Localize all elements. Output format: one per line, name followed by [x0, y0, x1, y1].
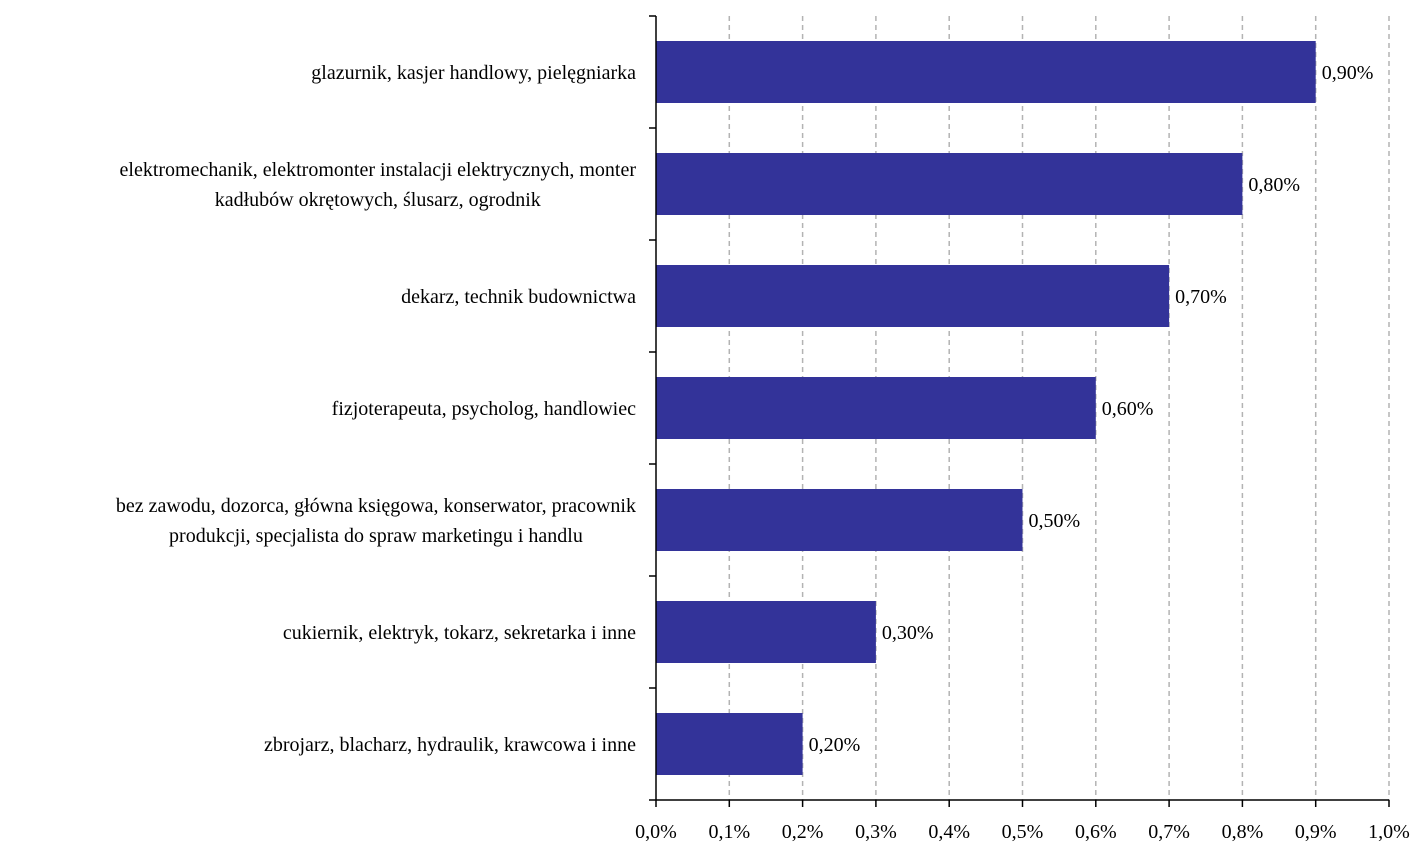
- data-label-2: 0,70%: [1175, 286, 1227, 308]
- category-label-2-line-0: dekarz, technik budownictwa: [401, 286, 636, 308]
- x-tick-label-1: 0,1%: [708, 821, 750, 843]
- category-label-4-line-1: produkcji, specjalista do spraw marketin…: [169, 525, 583, 547]
- x-tick-label-3: 0,3%: [855, 821, 897, 843]
- category-label-3: fizjoterapeuta, psycholog, handlowiec: [332, 398, 636, 420]
- category-label-6-line-0: zbrojarz, blacharz, hydraulik, krawcowa …: [264, 734, 636, 756]
- category-label-4: bez zawodu, dozorca, główna księgowa, ko…: [116, 495, 636, 547]
- category-label-0-line-0: glazurnik, kasjer handlowy, pielęgniarka: [311, 62, 636, 84]
- category-label-1-line-0: elektromechanik, elektromonter instalacj…: [120, 159, 637, 181]
- bar-2: [656, 265, 1170, 327]
- category-label-1-line-1: kadłubów okrętowych, ślusarz, ogrodnik: [215, 189, 541, 211]
- x-tick-label-2: 0,2%: [782, 821, 824, 843]
- x-tick-label-8: 0,8%: [1222, 821, 1264, 843]
- bar-5: [656, 601, 876, 663]
- data-label-4: 0,50%: [1029, 510, 1081, 532]
- x-tick-label-5: 0,5%: [1002, 821, 1044, 843]
- x-tick-label-0: 0,0%: [635, 821, 677, 843]
- category-label-5-line-0: cukiernik, elektryk, tokarz, sekretarka …: [283, 622, 636, 644]
- axes: [649, 15, 1390, 807]
- x-tick-label-9: 0,9%: [1295, 821, 1337, 843]
- labels: 0,90% glazurnik, kasjer handlowy, pielęgn…: [116, 62, 1410, 843]
- x-tick-label-7: 0,7%: [1148, 821, 1190, 843]
- category-label-6: zbrojarz, blacharz, hydraulik, krawcowa …: [264, 734, 636, 756]
- category-label-3-line-0: fizjoterapeuta, psycholog, handlowiec: [332, 398, 636, 420]
- bar-3: [656, 377, 1096, 439]
- category-label-4-line-0: bez zawodu, dozorca, główna księgowa, ko…: [116, 495, 636, 517]
- category-label-2: dekarz, technik budownictwa: [401, 286, 636, 308]
- category-label-5: cukiernik, elektryk, tokarz, sekretarka …: [283, 622, 636, 644]
- x-tick-label-10: 1,0%: [1368, 821, 1410, 843]
- data-label-3: 0,60%: [1102, 398, 1154, 420]
- data-label-5: 0,30%: [882, 622, 934, 644]
- bar-4: [656, 489, 1023, 551]
- bars: [656, 41, 1316, 775]
- bar-6: [656, 713, 803, 775]
- category-label-0: glazurnik, kasjer handlowy, pielęgniarka: [311, 62, 636, 84]
- data-label-1: 0,80%: [1248, 174, 1300, 196]
- bar-1: [656, 153, 1243, 215]
- category-label-1: elektromechanik, elektromonter instalacj…: [120, 159, 637, 211]
- x-tick-label-6: 0,6%: [1075, 821, 1117, 843]
- bar-0: [656, 41, 1316, 103]
- x-tick-label-4: 0,4%: [928, 821, 970, 843]
- data-label-0: 0,90%: [1322, 62, 1374, 84]
- data-label-6: 0,20%: [809, 734, 861, 756]
